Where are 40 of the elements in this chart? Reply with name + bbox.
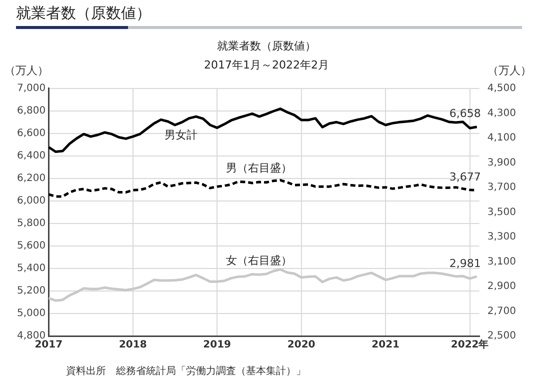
x-tick-label: 2021 [372,340,400,351]
y2-tick-label: 3,100 [487,256,516,268]
y-tick-label: 5,400 [16,263,46,274]
y2-tick-label: 3,300 [487,232,516,243]
series-label: 男女計 [164,128,198,142]
x-tick-label: 2020 [287,340,316,351]
y-tick-label: 7,000 [16,82,46,94]
chart-subtitle: 2017年1月～2022年2月 [204,58,329,72]
chart-title: 就業者数（原数値） [217,39,316,52]
x-tick-label: 2022年 [450,338,489,351]
text: 資料出所 総務省統計局「労働力調査（基本集計）」 [66,364,306,378]
y-tick-label: 5,200 [16,286,46,297]
data-label: 6,658 [449,107,481,120]
y-tick-label: 6,600 [16,128,46,140]
series-label: 男（右目盛） [226,161,292,174]
y-tick-label: 6,400 [16,150,46,162]
text: 就業者数（原数値） [16,4,151,23]
data-label: 3,677 [449,170,481,184]
x-tick-label: 2019 [203,340,232,351]
y2-tick-label: 4,500 [487,82,516,94]
y2-tick-label: 3,900 [487,157,516,168]
x-tick-label: 2017 [34,340,63,351]
y-tick-label: 5,600 [16,240,46,252]
y-tick-label: 6,000 [16,196,46,207]
y2-axis-title: （万人） [487,64,532,77]
series-label: 女（右目盛） [226,254,292,267]
y2-tick-label: 3,500 [487,206,516,218]
x-tick-label: 2018 [118,340,147,351]
y2-tick-label: 4,300 [487,108,516,119]
y2-tick-label: 3,700 [487,182,516,194]
data-label: 2,981 [449,256,481,270]
y2-tick-label: 2,900 [487,281,516,292]
y-tick-label: 6,200 [16,173,46,184]
y2-tick-label: 2,700 [487,306,516,317]
y-tick-label: 5,800 [16,218,46,230]
y2-tick-label: 2,500 [487,330,516,342]
y-tick-label: 5,000 [16,308,46,320]
y-axis-title: （万人） [4,64,49,77]
y2-tick-label: 4,100 [487,132,516,144]
y-tick-label: 6,800 [16,106,46,117]
